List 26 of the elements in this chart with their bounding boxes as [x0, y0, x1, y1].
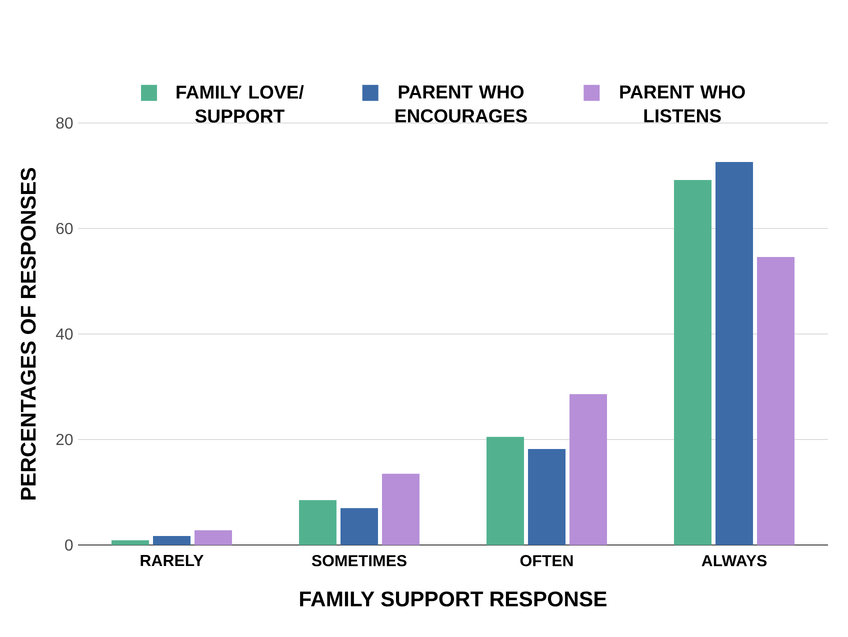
y-axis-title: PERCENTAGES OF RESPONSES: [20, 168, 36, 500]
bar: [528, 448, 566, 545]
bar: [382, 474, 420, 545]
bar: [194, 530, 232, 545]
x-tick-label: ALWAYS: [702, 555, 767, 566]
bar: [153, 536, 190, 545]
legend-label: PARENT WHO ENCOURAGES: [396, 85, 527, 122]
x-tick-label: RARELY: [140, 555, 204, 566]
y-tick-label: 40: [56, 328, 73, 340]
bar: [486, 436, 524, 545]
legend-label: FAMILY LOVE/ SUPPORT: [176, 85, 304, 123]
y-tick-label: 80: [56, 117, 73, 129]
bar: [757, 256, 795, 545]
x-tick-label: SOMETIMES: [312, 555, 406, 566]
y-tick-label: 20: [56, 434, 73, 446]
bar: [570, 394, 608, 545]
legend-label: PARENT WHO LISTENS: [620, 85, 745, 122]
bar: [112, 540, 149, 545]
bar: [299, 500, 336, 545]
bar: [716, 162, 754, 545]
bar: [340, 508, 378, 545]
y-tick-label: 0: [65, 539, 73, 551]
y-tick-label: 60: [56, 222, 73, 234]
x-axis-title: FAMILY SUPPORT RESPONSE: [300, 591, 606, 606]
bar: [674, 180, 712, 545]
x-tick-label: OFTEN: [520, 555, 573, 566]
